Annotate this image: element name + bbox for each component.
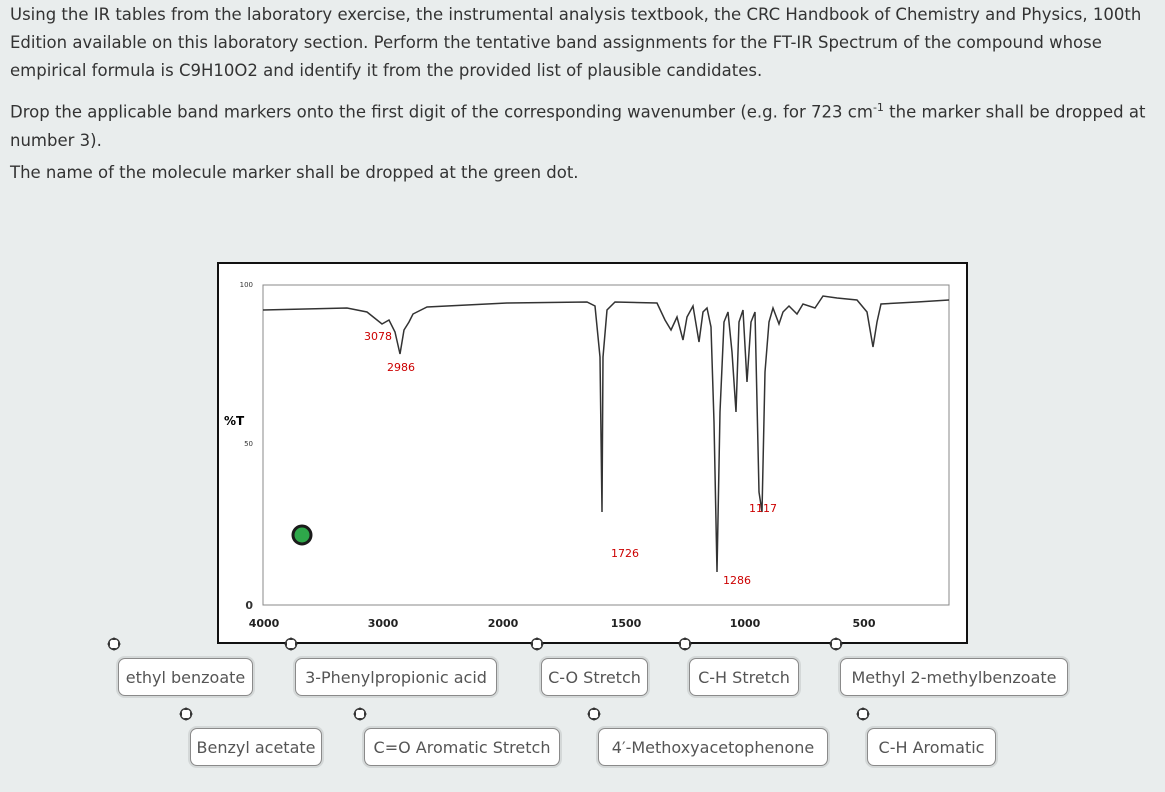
text: Drop the applicable band markers onto th… (10, 102, 873, 122)
peak-label: 1286 (723, 574, 751, 587)
x-tick-label: 1500 (611, 617, 642, 630)
x-tick-label: 3000 (368, 617, 399, 630)
x-tick-label: 500 (853, 617, 876, 630)
instruction-text: The name of the molecule marker shall be… (10, 163, 579, 182)
y-tick-label: 100 (240, 281, 253, 289)
plot-area (262, 284, 950, 606)
move-icon (107, 637, 121, 651)
drag-marker[interactable]: C-H Stretch (678, 637, 799, 696)
x-tick-label: 1000 (730, 617, 761, 630)
move-icon (284, 637, 298, 651)
spectrum-image: 3078 2986 1117 1726 1286 %T 100 50 0 400… (217, 262, 968, 644)
instruction-text: Using the IR tables from the laboratory … (10, 5, 1142, 80)
drag-marker[interactable]: ethyl benzoate (107, 637, 253, 696)
x-tick-label: 2000 (488, 617, 519, 630)
frame (217, 262, 968, 644)
peak-label: 3078 (364, 330, 392, 343)
peak-label: 1117 (749, 502, 777, 515)
move-icon (829, 637, 843, 651)
y-tick-label: 50 (244, 440, 253, 448)
move-icon (179, 707, 193, 721)
text: the marker shall be dropped at number 3)… (10, 102, 1146, 150)
drag-marker[interactable]: Methyl 2-methylbenzoate (829, 637, 1068, 696)
peak-label: 2986 (387, 361, 415, 374)
drag-marker[interactable]: C=O Aromatic Stretch (353, 707, 560, 766)
spectrum-curve (262, 295, 950, 573)
y-axis-label: %T (224, 414, 245, 428)
y-tick-label: 0 (245, 599, 253, 612)
move-icon (587, 707, 601, 721)
instruction-text: Drop the applicable band markers onto th… (10, 94, 1160, 155)
drag-marker[interactable]: Benzyl acetate (179, 707, 322, 766)
peak-label: 1726 (611, 547, 639, 560)
drag-marker[interactable]: 4′-Methoxyacetophenone (587, 707, 828, 766)
superscript: -1 (872, 101, 884, 114)
drag-marker[interactable]: C-H Aromatic (856, 707, 996, 766)
move-icon (353, 707, 367, 721)
move-icon (856, 707, 870, 721)
move-icon (678, 637, 692, 651)
drag-marker[interactable]: C-O Stretch (530, 637, 648, 696)
move-icon (530, 637, 544, 651)
drag-marker[interactable]: 3-Phenylpropionic acid (284, 637, 497, 696)
drop-target-dot[interactable] (291, 524, 313, 546)
x-tick-label: 4000 (249, 617, 280, 630)
